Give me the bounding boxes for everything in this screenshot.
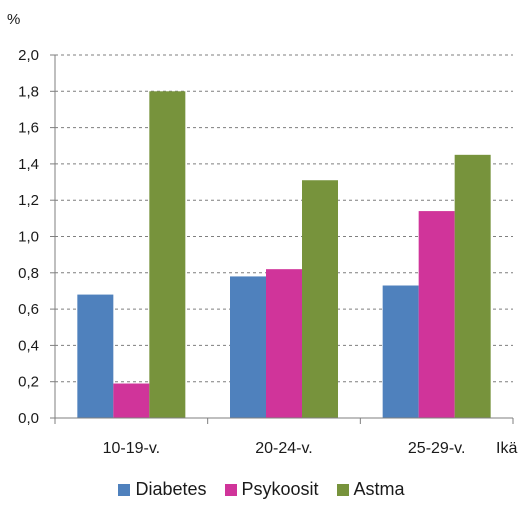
y-tick-label: 2,0 <box>18 47 39 64</box>
legend-item-diabetes: Diabetes <box>118 479 207 500</box>
y-tick-labels: 0,0 0,2 0,4 0,6 0,8 1,0 1,2 1,4 1,6 1,8 2,0 <box>18 47 39 427</box>
legend-swatch-astma <box>336 483 349 496</box>
x-tick-label: 25-29-v. <box>408 440 466 457</box>
y-tick-label: 0,2 <box>18 374 39 391</box>
bars <box>77 91 491 419</box>
bar-diabetes-0 <box>77 294 114 418</box>
x-tick-label: 20-24-v. <box>255 440 313 457</box>
legend-item-psykoosit: Psykoosit <box>224 479 319 500</box>
bar-psykoosit-2 <box>418 211 455 418</box>
y-tick-label: 1,0 <box>18 229 39 246</box>
y-tick-label: 0,4 <box>18 337 39 354</box>
x-tick-labels: 10-19-v. 20-24-v. 25-29-v. <box>103 440 466 457</box>
y-tick-label: 0,0 <box>18 410 39 427</box>
axes <box>54 55 514 424</box>
x-axis-label: Ikä <box>496 440 517 457</box>
legend-label-psykoosit: Psykoosit <box>241 479 319 499</box>
legend: Diabetes Psykoosit Astma <box>0 479 523 500</box>
bar-astma-2 <box>454 154 491 418</box>
legend-label-diabetes: Diabetes <box>135 479 207 499</box>
legend-swatch-diabetes <box>118 483 131 496</box>
bar-astma-1 <box>302 180 338 418</box>
bar-astma-0 <box>149 91 186 419</box>
bar-diabetes-1 <box>230 276 266 418</box>
y-tick-label: 0,6 <box>18 301 39 318</box>
bar-diabetes-2 <box>382 285 419 418</box>
y-tick-label: 1,8 <box>18 83 39 100</box>
y-tick-label: 1,6 <box>18 120 39 137</box>
x-tick-label: 10-19-v. <box>103 440 161 457</box>
y-tick-label: 0,8 <box>18 265 39 282</box>
bar-psykoosit-1 <box>266 269 302 418</box>
bar-psykoosit-0 <box>113 383 150 418</box>
legend-swatch-psykoosit <box>224 483 237 496</box>
y-tick-label: 1,2 <box>18 192 39 209</box>
legend-item-astma: Astma <box>336 479 405 500</box>
legend-label-astma: Astma <box>353 479 405 499</box>
y-unit-label: % <box>7 11 20 28</box>
y-tick-label: 1,4 <box>18 156 39 173</box>
